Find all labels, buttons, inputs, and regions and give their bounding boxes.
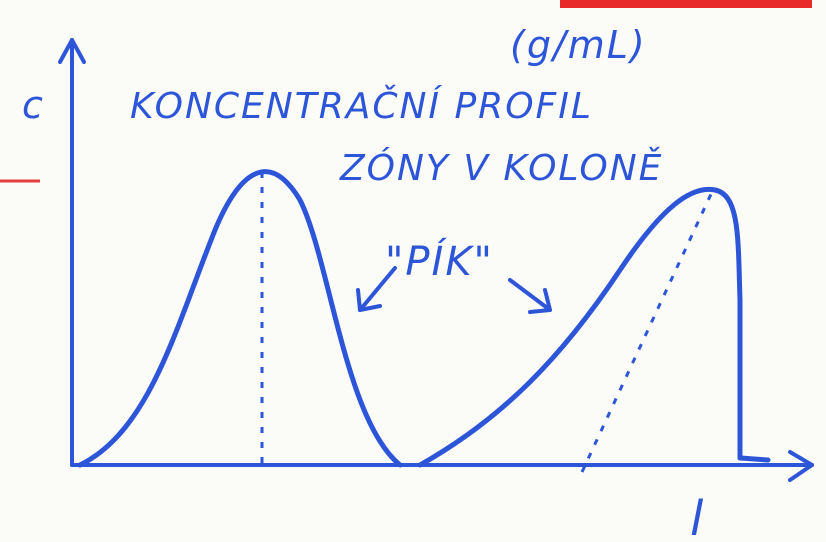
y-axis-label: c (22, 83, 45, 127)
red-mark-top (560, 0, 812, 8)
peak-label: "PÍK" (385, 237, 494, 285)
x-axis-label: l (690, 491, 705, 542)
title-line-1: KONCENTRAČNÍ PROFIL (130, 85, 593, 127)
diagram: c (g/mL) KONCENTRAČNÍ PROFIL ZÓNY V KOLO… (0, 0, 826, 542)
title-line-2: ZÓNY V KOLONĚ (339, 147, 663, 189)
unit-label: (g/mL) (510, 23, 647, 67)
